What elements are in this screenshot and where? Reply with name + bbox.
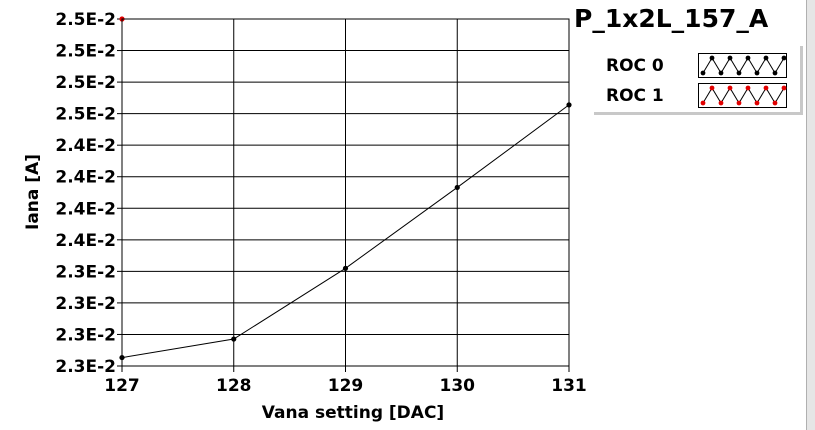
y-tick-label: 2.3E-2 (55, 294, 116, 314)
x-tick-labels: 127 128 129 130 131 (104, 376, 587, 396)
y-tick-label: 2.4E-2 (55, 168, 116, 188)
data-point (231, 336, 237, 342)
swatch-marker (745, 85, 751, 91)
swatch-marker (772, 70, 778, 76)
swatch-marker (700, 100, 706, 106)
swatch-marker (754, 70, 760, 76)
legend-label: ROC 1 (606, 86, 664, 106)
swatch-marker (727, 55, 733, 61)
x-axis-label: Vana setting [DAC] (262, 403, 444, 423)
window-edge (806, 0, 815, 430)
swatch-marker (718, 70, 724, 76)
y-axis-label: Iana [A] (23, 154, 43, 230)
y-tick-label: 2.5E-2 (55, 73, 116, 93)
swatch-line (702, 57, 785, 74)
swatch-line (702, 87, 785, 104)
y-tick-label: 2.3E-2 (55, 357, 116, 377)
swatch-marker (781, 85, 787, 91)
y-tick-label: 2.3E-2 (55, 262, 116, 282)
swatch-marker (781, 55, 787, 61)
x-tick-label: 129 (328, 376, 364, 396)
swatch-marker (772, 100, 778, 106)
legend-swatch-roc1 (698, 83, 787, 108)
y-tick-label: 2.4E-2 (55, 199, 116, 219)
swatch-marker (754, 100, 760, 106)
legend-swatch-roc0 (698, 53, 787, 78)
swatch-marker (700, 70, 706, 76)
y-tick-label: 2.4E-2 (55, 231, 116, 251)
grid (117, 18, 570, 372)
y-tick-label: 2.3E-2 (55, 325, 116, 345)
legend-item-roc1: ROC 1 (594, 80, 800, 110)
x-tick-label: 127 (104, 376, 140, 396)
y-tick-label: 2.5E-2 (55, 105, 116, 125)
legend-item-roc0: ROC 0 (594, 50, 800, 80)
y-tick-label: 2.5E-2 (55, 42, 116, 62)
legend: ROC 0 ROC 1 (594, 46, 803, 115)
swatch-marker (763, 85, 769, 91)
data-point (454, 184, 460, 191)
swatch-marker (718, 100, 724, 106)
x-tick-label: 130 (440, 376, 476, 396)
swatch-marker (736, 70, 742, 76)
swatch-marker (709, 55, 715, 61)
x-tick-label: 128 (216, 376, 252, 396)
data-point (342, 265, 349, 271)
y-tick-labels: 2.3E-2 2.3E-2 2.3E-2 2.3E-2 2.4E-2 2.4E-2 2.4E… (55, 10, 116, 377)
swatch-marker (763, 55, 769, 61)
plot-frame (121, 18, 570, 367)
y-tick-label: 2.5E-2 (55, 10, 116, 30)
swatch-marker (745, 55, 751, 61)
legend-label: ROC 0 (606, 56, 664, 76)
swatch-marker (727, 85, 733, 91)
series-layer (119, 16, 572, 361)
chart-title: P_1x2L_157_A (574, 4, 769, 33)
y-tick-label: 2.4E-2 (55, 136, 116, 156)
swatch-marker (709, 85, 715, 91)
swatch-marker (736, 100, 742, 106)
x-tick-label: 131 (551, 376, 587, 396)
